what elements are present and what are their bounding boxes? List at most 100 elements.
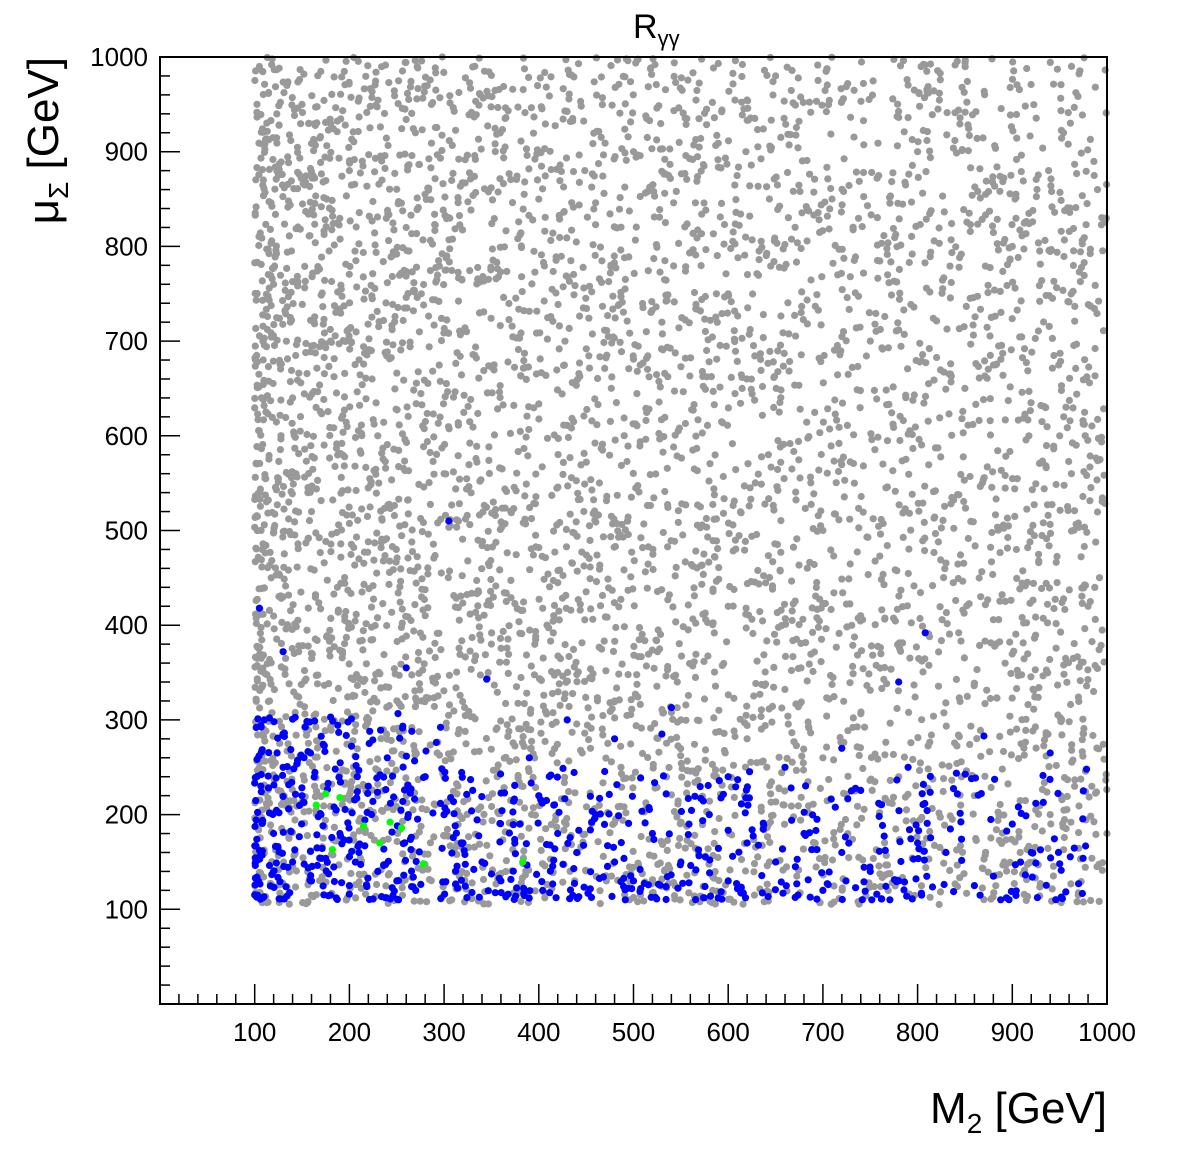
point xyxy=(714,59,722,68)
point xyxy=(588,486,596,494)
point xyxy=(288,94,296,102)
point xyxy=(278,181,286,189)
point xyxy=(592,578,601,586)
point xyxy=(603,351,611,359)
point xyxy=(1090,818,1098,826)
point xyxy=(580,449,588,457)
point xyxy=(865,309,874,317)
point xyxy=(967,164,975,172)
point xyxy=(664,543,672,551)
point xyxy=(533,176,542,184)
point xyxy=(331,462,339,470)
point xyxy=(544,570,552,578)
point xyxy=(979,475,988,483)
point xyxy=(351,247,359,255)
point xyxy=(777,312,785,320)
point xyxy=(1024,544,1032,552)
point xyxy=(424,570,432,578)
point xyxy=(425,184,433,192)
point xyxy=(606,417,615,425)
point xyxy=(756,690,764,698)
point xyxy=(602,667,610,675)
point xyxy=(380,651,388,659)
point xyxy=(802,639,810,647)
point xyxy=(299,642,307,650)
point xyxy=(819,599,827,608)
point xyxy=(736,715,744,723)
point xyxy=(794,802,802,810)
point xyxy=(997,308,1005,316)
point xyxy=(576,600,584,608)
point xyxy=(976,165,984,173)
point xyxy=(474,263,482,272)
point xyxy=(295,450,303,458)
point xyxy=(555,322,564,330)
point xyxy=(310,454,318,462)
point xyxy=(979,134,987,142)
point xyxy=(1009,58,1017,66)
point xyxy=(683,871,691,879)
point xyxy=(504,358,512,366)
point xyxy=(262,408,270,416)
point xyxy=(849,670,857,678)
point xyxy=(410,627,418,635)
point xyxy=(295,369,303,377)
point xyxy=(895,113,903,121)
point xyxy=(896,289,904,297)
point xyxy=(292,731,300,739)
point xyxy=(1006,638,1014,646)
point xyxy=(979,865,987,873)
point xyxy=(288,625,296,634)
point xyxy=(747,161,755,169)
point xyxy=(253,100,261,108)
point xyxy=(796,405,804,413)
point xyxy=(777,133,785,141)
point xyxy=(681,558,689,566)
point xyxy=(582,803,591,811)
point xyxy=(1063,424,1071,432)
point xyxy=(1010,67,1018,75)
point xyxy=(690,740,699,748)
point xyxy=(678,86,686,94)
point xyxy=(937,524,946,532)
point xyxy=(637,724,646,732)
point xyxy=(943,131,951,139)
point xyxy=(381,504,389,512)
point xyxy=(488,245,496,253)
point xyxy=(860,193,868,201)
point xyxy=(1067,880,1075,888)
point xyxy=(284,203,292,211)
point xyxy=(251,289,259,298)
point xyxy=(642,328,650,336)
point xyxy=(617,595,625,604)
point xyxy=(522,145,531,153)
point xyxy=(518,288,526,296)
point xyxy=(959,453,967,461)
point xyxy=(522,651,531,659)
point xyxy=(877,650,885,658)
point xyxy=(848,363,856,371)
point xyxy=(930,488,938,496)
point xyxy=(502,753,510,761)
point xyxy=(692,547,700,555)
point xyxy=(681,354,690,362)
point xyxy=(496,566,504,574)
point xyxy=(360,295,368,303)
point xyxy=(764,359,772,367)
point xyxy=(662,672,670,680)
point xyxy=(942,385,950,393)
point xyxy=(875,522,883,530)
point xyxy=(693,716,702,724)
point xyxy=(774,486,782,494)
point xyxy=(750,891,759,899)
point xyxy=(1031,823,1039,831)
point xyxy=(712,537,721,545)
point xyxy=(409,125,417,133)
point xyxy=(537,162,546,170)
point xyxy=(750,868,758,876)
point xyxy=(278,618,286,627)
point xyxy=(676,834,684,843)
point xyxy=(429,540,437,548)
point xyxy=(324,408,332,416)
point xyxy=(429,674,437,682)
